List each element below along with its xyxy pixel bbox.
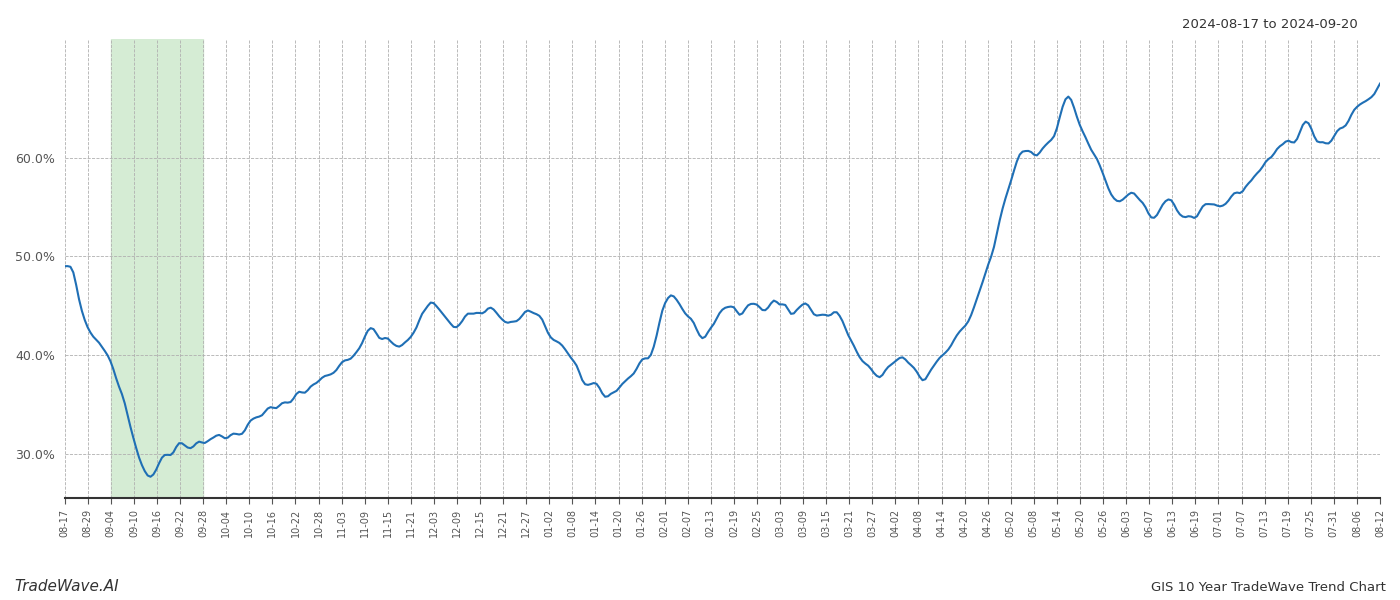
Bar — [111, 39, 203, 498]
Text: 2024-08-17 to 2024-09-20: 2024-08-17 to 2024-09-20 — [1182, 18, 1358, 31]
Text: GIS 10 Year TradeWave Trend Chart: GIS 10 Year TradeWave Trend Chart — [1151, 581, 1386, 594]
Text: TradeWave.AI: TradeWave.AI — [14, 579, 119, 594]
